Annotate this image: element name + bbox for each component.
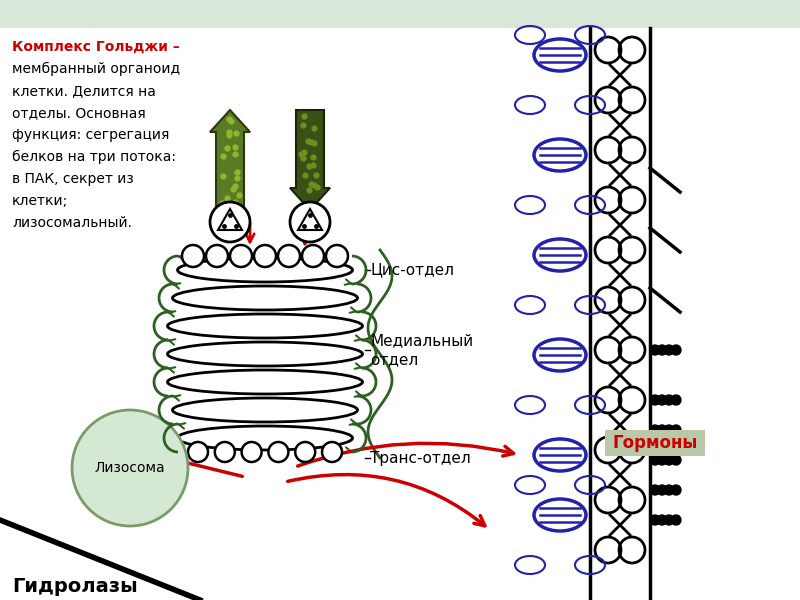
Circle shape [182,245,204,267]
Circle shape [295,442,315,462]
Text: клетки;: клетки; [12,194,68,208]
Text: Комплекс Гольджи –: Комплекс Гольджи – [12,40,180,54]
Circle shape [242,442,262,462]
Circle shape [72,410,188,526]
Circle shape [650,455,660,465]
Circle shape [210,202,250,242]
Text: Цис-отдел: Цис-отдел [370,263,454,277]
Circle shape [657,425,667,435]
Circle shape [657,345,667,355]
Circle shape [664,425,674,435]
Ellipse shape [167,342,362,366]
Text: лизосомальный.: лизосомальный. [12,216,132,230]
Text: Гидролазы: Гидролазы [12,577,138,595]
Text: функция: сегрегация: функция: сегрегация [12,128,170,142]
Ellipse shape [167,314,362,338]
Circle shape [664,345,674,355]
Circle shape [650,515,660,525]
Circle shape [657,515,667,525]
Text: белков на три потока:: белков на три потока: [12,150,176,164]
Ellipse shape [178,426,353,450]
Circle shape [302,245,324,267]
Circle shape [188,442,208,462]
Circle shape [664,485,674,495]
Text: мембранный органоид: мембранный органоид [12,62,180,76]
Ellipse shape [173,286,358,310]
Circle shape [671,515,681,525]
Circle shape [650,345,660,355]
Circle shape [664,395,674,405]
Ellipse shape [173,398,358,422]
FancyArrow shape [210,110,250,210]
Circle shape [326,245,348,267]
Circle shape [664,455,674,465]
Circle shape [650,485,660,495]
Ellipse shape [178,258,353,282]
Circle shape [664,515,674,525]
Circle shape [671,425,681,435]
Circle shape [657,485,667,495]
Circle shape [322,442,342,462]
Circle shape [278,245,300,267]
Text: Транс-отдел: Транс-отдел [370,451,470,466]
Circle shape [671,485,681,495]
Circle shape [290,202,330,242]
Text: в ПАК, секрет из: в ПАК, секрет из [12,172,134,186]
Circle shape [657,455,667,465]
Text: Гормоны: Гормоны [612,434,698,452]
Circle shape [650,425,660,435]
Circle shape [214,442,235,462]
Bar [605,430,705,456]
Text: Медиальный
отдел: Медиальный отдел [370,333,473,367]
Circle shape [671,455,681,465]
Circle shape [671,395,681,405]
Text: Лизосома: Лизосома [94,461,166,475]
Text: клетки. Делится на: клетки. Делится на [12,84,156,98]
Circle shape [254,245,276,267]
Circle shape [650,395,660,405]
Bar [0,0,800,28]
Circle shape [657,395,667,405]
Circle shape [230,245,252,267]
Circle shape [671,345,681,355]
Circle shape [268,442,288,462]
Circle shape [206,245,228,267]
Ellipse shape [167,370,362,394]
FancyArrow shape [290,110,330,210]
Text: отделы. Основная: отделы. Основная [12,106,146,120]
